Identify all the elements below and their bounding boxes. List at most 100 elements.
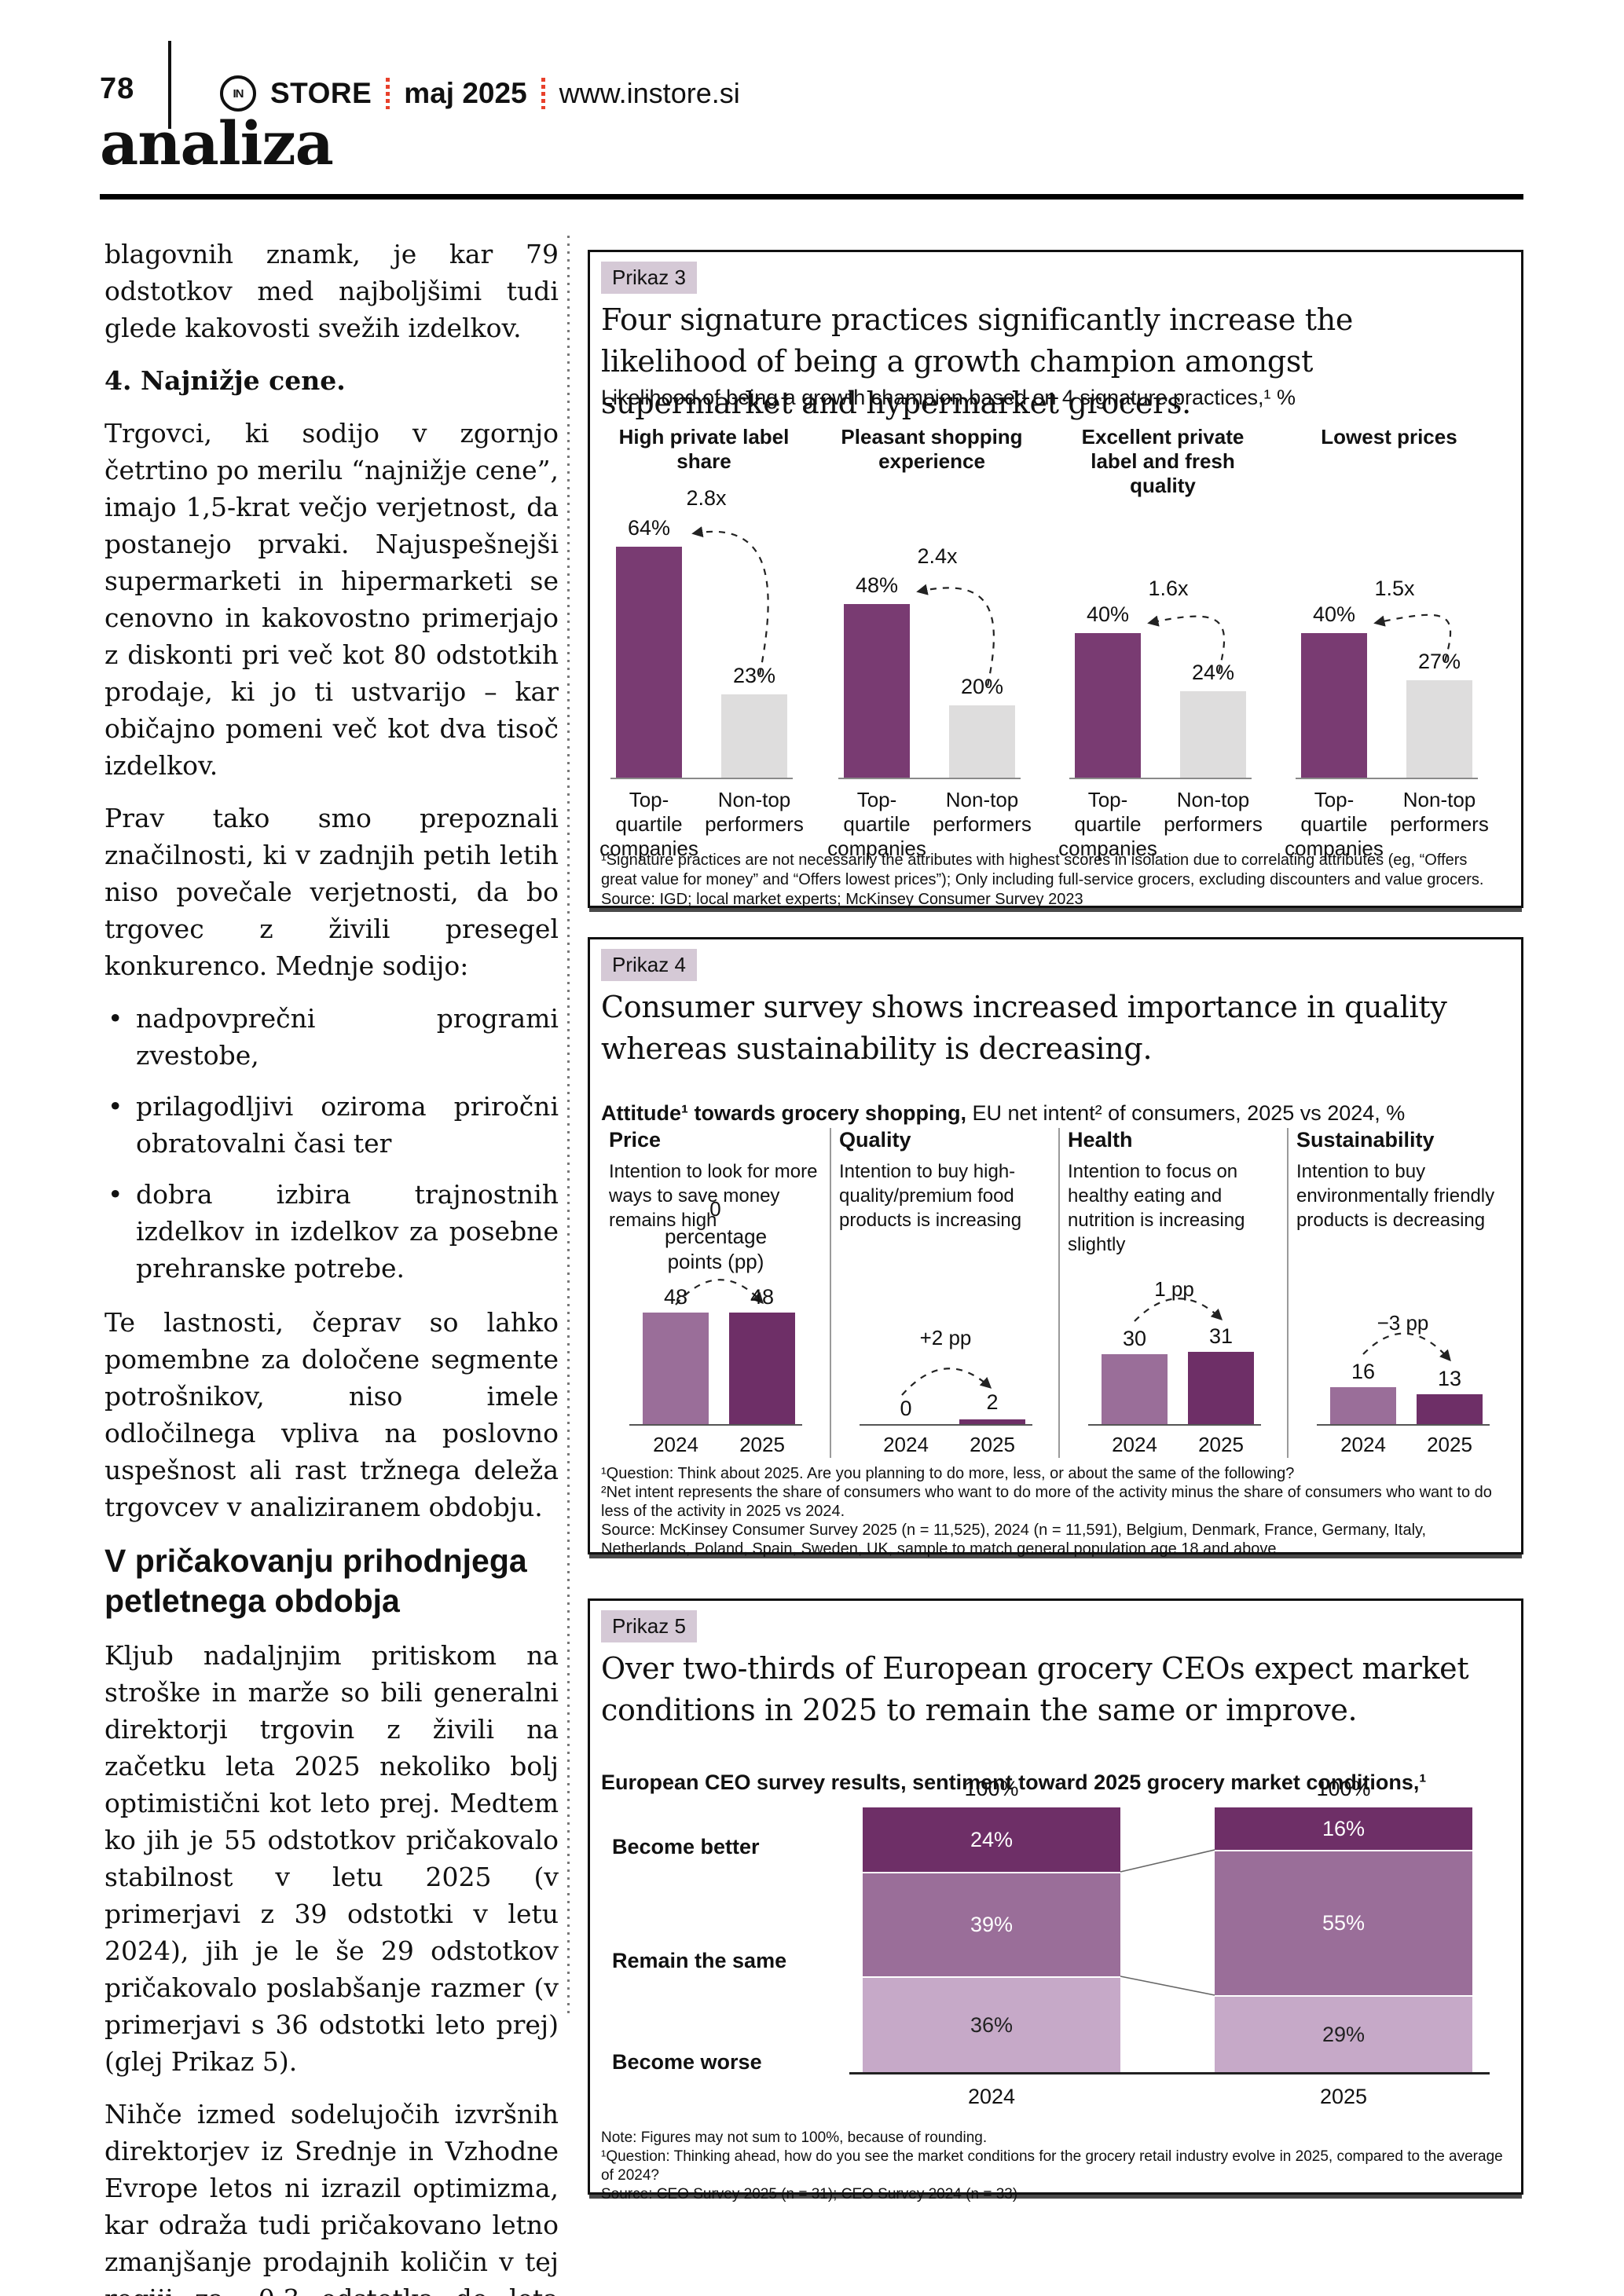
exhibit-5: Prikaz 5 Over two-thirds of European gro… bbox=[588, 1598, 1523, 2203]
stacked-bar-2025: 16% 55% 29% bbox=[1215, 1807, 1472, 2072]
article-paragraph: blagovnih znamk, je kar 79 odstotkov med… bbox=[104, 239, 559, 343]
column-quality: Quality Intention to buy high-quality/pr… bbox=[830, 1128, 1058, 1458]
year-label: 2024 bbox=[653, 1433, 698, 1456]
segment-remain-same: 39% bbox=[863, 1872, 1120, 1976]
exhibit-3-footnotes: ¹Signature practices are not necessarily… bbox=[601, 851, 1505, 910]
exhibit-3: Prikaz 3 Four signature practices signif… bbox=[588, 250, 1523, 908]
bar-value: 20% bbox=[960, 675, 1004, 698]
bar-top-quartile bbox=[616, 547, 682, 778]
article-column: blagovnih znamk, je kar 79 odstotkov med… bbox=[104, 236, 559, 2296]
exhibit-3-title: Four signature practices significantly i… bbox=[601, 302, 1354, 420]
header-rule bbox=[100, 194, 1523, 200]
segment-remain-same: 55% bbox=[1215, 1850, 1472, 1995]
issue-date: maj 2025 bbox=[404, 77, 527, 109]
bar-top-quartile bbox=[844, 604, 910, 778]
column-sustainability: Sustainability Intention to buy environm… bbox=[1287, 1128, 1516, 1458]
x-label: Non-top performers bbox=[1164, 788, 1263, 836]
exhibit-3-subtitle: Likelihood of being a growth champion ba… bbox=[601, 386, 1296, 409]
x-label: Non-top performers bbox=[705, 788, 804, 836]
axis-line bbox=[1317, 1424, 1490, 1426]
x-label: Top-quartile companies bbox=[1058, 788, 1157, 860]
bar-2025 bbox=[729, 1313, 795, 1424]
bar-value: 16 bbox=[1351, 1360, 1376, 1383]
bar-value: 64% bbox=[627, 516, 671, 540]
column-header: Price bbox=[609, 1128, 662, 1152]
x-label: Non-top performers bbox=[1390, 788, 1489, 836]
delta-sublabel: percentage points (pp) bbox=[664, 1225, 768, 1273]
total-label: 100% bbox=[964, 1777, 1019, 1800]
axis-line bbox=[1296, 778, 1478, 779]
axis-line bbox=[838, 778, 1021, 779]
delta-arc-icon bbox=[1362, 1332, 1451, 1362]
category-label: Become better bbox=[612, 1835, 760, 1858]
bar-value: 13 bbox=[1437, 1367, 1462, 1390]
exhibit-5-footnotes: Note: Figures may not sum to 100%, becau… bbox=[601, 2129, 1505, 2204]
bullet-item: nadpovprečni programi zvestobe, bbox=[104, 1000, 559, 1074]
bar-group-lowest-prices: Lowest prices 1.5x 40% 27% Top-quartile … bbox=[1285, 425, 1489, 860]
bar-2025 bbox=[1188, 1352, 1254, 1424]
bar-value: 40% bbox=[1312, 602, 1356, 626]
category-label: Become worse bbox=[612, 2050, 762, 2074]
exhibit-4-title: Consumer survey shows increased importan… bbox=[601, 990, 1447, 1066]
column-header: Health bbox=[1068, 1128, 1133, 1152]
column-description: Intention to focus on healthy eating and… bbox=[1068, 1161, 1245, 1255]
bar-2025 bbox=[959, 1419, 1025, 1424]
axis-line bbox=[1088, 1424, 1261, 1426]
bar-value: 0 bbox=[900, 1397, 912, 1420]
column-header: Sustainability bbox=[1296, 1128, 1435, 1152]
bar-top-quartile bbox=[1301, 633, 1367, 778]
group-header: Lowest prices bbox=[1321, 425, 1457, 449]
group-header: Pleasant shopping experience bbox=[841, 425, 1023, 473]
column-description: Intention to buy environmentally friendl… bbox=[1296, 1161, 1495, 1231]
exhibit-4: Prikaz 4 Consumer survey shows increased… bbox=[588, 937, 1523, 1558]
year-label: 2024 bbox=[967, 2085, 1016, 2108]
source-note: Source: CEO Survey 2025 (n = 31); CEO Su… bbox=[601, 2186, 1018, 2203]
exhibit-4-subtitle: Attitude¹ towards grocery shopping, EU n… bbox=[601, 1101, 1505, 1126]
page-number: 78 bbox=[100, 72, 135, 105]
column-description: Intention to look for more ways to save … bbox=[609, 1161, 818, 1231]
bar-non-top bbox=[1180, 691, 1246, 778]
segment-value: 39% bbox=[970, 1913, 1014, 1936]
bullet-item: dobra izbira trajnostnih izdelkov in izd… bbox=[104, 1176, 559, 1287]
stacked-bar-2024: 24% 39% 36% bbox=[863, 1807, 1120, 2072]
segment-value: 29% bbox=[1322, 2022, 1366, 2046]
x-label: Top-quartile companies bbox=[1285, 788, 1384, 860]
axis-line bbox=[1069, 778, 1252, 779]
column-header: Quality bbox=[839, 1128, 911, 1152]
segment-become-worse: 36% bbox=[863, 1976, 1120, 2072]
masthead: IN STORE maj 2025 www.instore.si bbox=[220, 75, 740, 112]
segment-value: 16% bbox=[1322, 1816, 1366, 1840]
bar-non-top bbox=[721, 694, 787, 778]
bullet-item: prilagodljivi oziroma priročni obratoval… bbox=[104, 1088, 559, 1162]
footnote: ¹Question: Think about 2025. Are you pla… bbox=[601, 1465, 1295, 1482]
multiplier-arc-icon bbox=[916, 584, 995, 687]
multiplier-arc-icon bbox=[1147, 615, 1226, 673]
delta-label: −3 pp bbox=[1377, 1311, 1429, 1335]
multiplier-arc-icon bbox=[691, 526, 769, 676]
bar-2025 bbox=[1417, 1394, 1483, 1424]
total-label: 100% bbox=[1316, 1777, 1371, 1800]
section-title: analiza bbox=[100, 108, 334, 178]
website-url: www.instore.si bbox=[559, 77, 740, 109]
delta-label: +2 pp bbox=[919, 1326, 972, 1349]
year-label: 2025 bbox=[970, 1433, 1015, 1456]
segment-value: 24% bbox=[970, 1827, 1014, 1851]
column-description: Intention to buy high-quality/premium fo… bbox=[839, 1161, 1022, 1231]
x-label: Top-quartile companies bbox=[599, 788, 698, 860]
instore-logo-icon: IN bbox=[220, 75, 256, 112]
axis-line bbox=[629, 1424, 802, 1426]
year-label: 2025 bbox=[739, 1433, 785, 1456]
bar-group-fresh-quality: Excellent private label and fresh qualit… bbox=[1058, 425, 1263, 860]
year-label: 2024 bbox=[883, 1433, 929, 1456]
bar-top-quartile bbox=[1075, 633, 1141, 778]
footnote: ²Net intent represents the share of cons… bbox=[601, 1484, 1492, 1520]
article-paragraph: Prav tako smo prepoznali značilnosti, ki… bbox=[104, 803, 559, 981]
bar-value: 48 bbox=[750, 1285, 775, 1309]
delta-arc-icon bbox=[901, 1368, 992, 1396]
multiplier-label: 2.4x bbox=[917, 544, 958, 568]
exhibit-5-title: Over two-thirds of European grocery CEOs… bbox=[601, 1651, 1469, 1727]
bar-value: 31 bbox=[1208, 1324, 1234, 1348]
bar-value: 30 bbox=[1122, 1327, 1147, 1350]
year-label: 2025 bbox=[1198, 1433, 1244, 1456]
